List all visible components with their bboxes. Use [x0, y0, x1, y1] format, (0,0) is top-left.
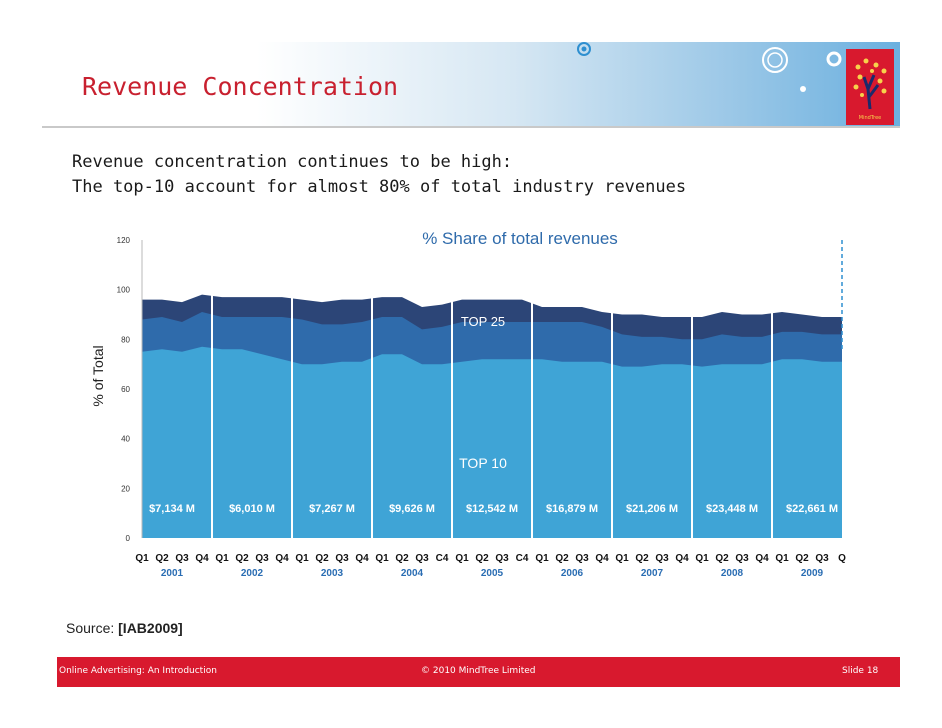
- year-label: 2004: [401, 568, 424, 579]
- quarter-tick-label: Q2: [795, 553, 809, 564]
- y-tick-label: 60: [121, 385, 130, 394]
- quarter-tick-label: Q4: [355, 553, 369, 564]
- source-note: Source: [IAB2009]: [66, 620, 183, 636]
- quarter-tick-label: Q3: [655, 553, 669, 564]
- quarter-tick-label: C4: [516, 553, 529, 564]
- year-label: 2005: [481, 568, 504, 579]
- annual-revenue-label: $6,010 M: [229, 503, 275, 515]
- footer-copyright: © 2010 MindTree Limited: [421, 666, 536, 676]
- quarter-tick-label: Q2: [235, 553, 249, 564]
- quarter-tick-label: Q3: [335, 553, 349, 564]
- subtitle-line-2: The top-10 account for almost 80% of tot…: [72, 177, 687, 197]
- circle-decoration-icon: [800, 86, 806, 92]
- year-label: 2001: [161, 568, 184, 579]
- circle-decoration-icon: [581, 46, 587, 52]
- circle-decoration-icon: [767, 52, 783, 68]
- quarter-tick-label: Q2: [315, 553, 329, 564]
- y-tick-label: 0: [126, 534, 131, 543]
- quarter-tick-label: Q4: [755, 553, 769, 564]
- annual-revenue-label: $23,448 M: [706, 503, 758, 515]
- year-label: 2009: [801, 568, 824, 579]
- quarter-tick-label: Q4: [195, 553, 209, 564]
- quarter-tick-label: Q3: [495, 553, 509, 564]
- year-label: 2008: [721, 568, 744, 579]
- quarter-tick-label: Q3: [415, 553, 429, 564]
- quarter-tick-label: Q1: [375, 553, 389, 564]
- quarter-tick-label: Q4: [275, 553, 289, 564]
- y-tick-label: 120: [117, 236, 131, 245]
- annual-revenue-label: $7,134 M: [149, 503, 195, 515]
- quarter-tick-label: Q1: [615, 553, 629, 564]
- series-label-top25: TOP 25: [461, 314, 505, 329]
- year-label: 2007: [641, 568, 664, 579]
- quarter-tick-label: Q1: [695, 553, 709, 564]
- quarter-tick-label: Q1: [295, 553, 309, 564]
- annual-revenue-label: $7,267 M: [309, 503, 355, 515]
- circle-decoration-icon: [762, 47, 788, 73]
- quarter-tick-label: Q3: [575, 553, 589, 564]
- logo-text: MindTree: [858, 115, 882, 121]
- header-banner: [42, 42, 900, 128]
- quarter-tick-label: Q1: [135, 553, 149, 564]
- quarter-tick-label: Q3: [815, 553, 829, 564]
- quarter-tick-label: Q2: [395, 553, 409, 564]
- series-label-top10: TOP 10: [459, 455, 507, 471]
- quarter-tick-label: Q1: [215, 553, 229, 564]
- y-tick-label: 40: [121, 435, 130, 444]
- slide-title: Revenue Concentration: [82, 72, 399, 101]
- y-tick-label: 20: [121, 484, 130, 493]
- quarter-tick-label: Q1: [535, 553, 549, 564]
- subtitle-line-1: Revenue concentration continues to be hi…: [72, 152, 513, 172]
- area-top10-0: [142, 346, 842, 538]
- annual-revenue-label: $22,661 M: [786, 503, 838, 515]
- circle-decoration-icon: [577, 42, 591, 56]
- year-label: 2002: [241, 568, 264, 579]
- revenue-share-chart: 0 20 40 60 80 100 120 % of Total % Share of tota…: [90, 229, 846, 579]
- annual-revenue-label: $16,879 M: [546, 503, 598, 515]
- decorative-circles: [577, 42, 842, 92]
- quarter-tick-label: Q2: [715, 553, 729, 564]
- source-label: Source:: [66, 620, 115, 636]
- year-label: 2006: [561, 568, 584, 579]
- chart-title: % Share of total revenues: [422, 229, 618, 248]
- quarter-tick-label: Q3: [255, 553, 269, 564]
- footer-bar: Online Advertising: An Introduction © 20…: [57, 657, 900, 687]
- quarter-tick-label: Q3: [175, 553, 189, 564]
- y-axis-label: % of Total: [90, 345, 106, 406]
- quarter-tick-label: Q1: [775, 553, 789, 564]
- logo-tree-icon: [853, 58, 887, 110]
- year-label: 2003: [321, 568, 344, 579]
- source-reference: [IAB2009]: [118, 620, 183, 636]
- quarter-tick-label: Q3: [735, 553, 749, 564]
- quarter-tick-label: Q2: [155, 553, 169, 564]
- quarter-tick-label: Q2: [555, 553, 569, 564]
- footer-slide-number: Slide 18: [842, 666, 879, 676]
- quarter-tick-label: Q2: [475, 553, 489, 564]
- annual-revenue-label: $9,626 M: [389, 503, 435, 515]
- header-divider: [42, 126, 900, 128]
- quarter-tick-label: C4: [436, 553, 449, 564]
- circle-decoration-icon: [826, 51, 842, 67]
- quarter-tick-label: Q1: [455, 553, 469, 564]
- quarter-tick-label: Q: [838, 553, 846, 564]
- mindtree-logo: MindTree: [846, 49, 894, 125]
- y-tick-label: 80: [121, 335, 130, 344]
- footer-presentation-title: Online Advertising: An Introduction: [59, 666, 217, 676]
- quarter-tick-label: Q4: [595, 553, 609, 564]
- quarter-tick-label: Q2: [635, 553, 649, 564]
- quarter-tick-label: Q4: [675, 553, 689, 564]
- annual-revenue-label: $21,206 M: [626, 503, 678, 515]
- y-tick-label: 100: [117, 286, 131, 295]
- annual-revenue-label: $12,542 M: [466, 503, 518, 515]
